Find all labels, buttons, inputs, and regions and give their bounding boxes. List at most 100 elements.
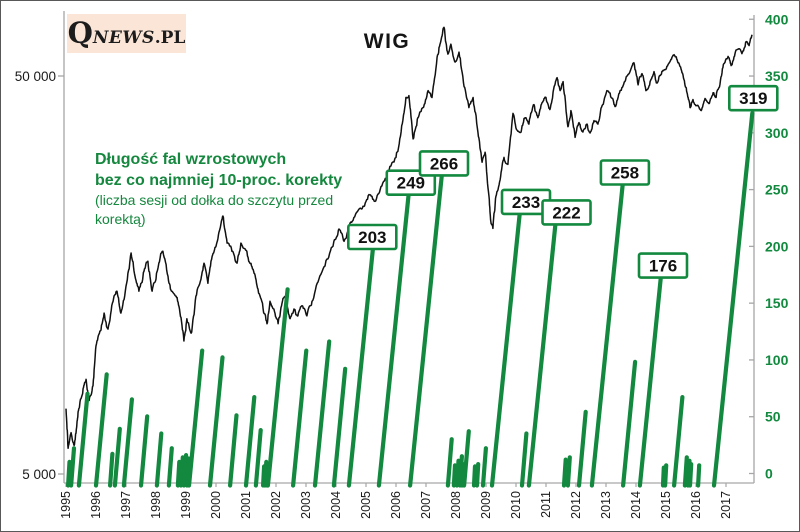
- wave-bar-10: [459, 462, 466, 488]
- year-label: 2010: [509, 491, 523, 519]
- axes: 50 000 5 000 0 50 100 150 200 250 300 350 400 1995 1…: [15, 11, 789, 519]
- left-axis-label: 50 000: [15, 69, 56, 84]
- right-axis-label: 50: [765, 409, 781, 425]
- wave-bar-7: [660, 465, 666, 488]
- wave-bar-258: [589, 180, 626, 488]
- year-label: 2012: [569, 491, 583, 519]
- year-label: 2014: [629, 491, 643, 519]
- right-axis-label: 250: [765, 182, 789, 198]
- logo-pl: .PL: [154, 28, 186, 48]
- year-label: 2000: [209, 491, 223, 519]
- year-label: 2013: [599, 491, 613, 519]
- wave-bar-41: [112, 426, 122, 488]
- wave-bar-10: [474, 462, 481, 488]
- callout-value: 233: [512, 193, 540, 212]
- callout-value: 258: [611, 164, 639, 183]
- year-label: 1995: [59, 491, 73, 519]
- annotation-line-2: bez co najmniej 10-proc. korekty: [95, 172, 343, 189]
- right-axis-label: 200: [765, 238, 789, 254]
- wave-bar-266: [408, 171, 445, 488]
- wave-bar-16: [565, 455, 572, 488]
- year-label: 2006: [389, 491, 403, 519]
- callout-box: [599, 159, 651, 186]
- wave-bar-94: [331, 366, 348, 488]
- year-label: 2017: [719, 491, 733, 519]
- right-axis-label: 0: [765, 466, 773, 482]
- right-axis-label: 150: [765, 295, 789, 311]
- annotation-line-3: (liczba sesji od dołka do szczytu przed: [95, 192, 334, 208]
- callout-box: [541, 199, 592, 226]
- right-axis-label: 100: [765, 352, 789, 368]
- wave-bars: [65, 111, 755, 488]
- wave-bar-10: [687, 462, 694, 488]
- wave-bar-222: [526, 221, 558, 488]
- wave-bar-8: [471, 464, 478, 488]
- year-label: 2002: [269, 491, 283, 519]
- wave-bar-233: [489, 208, 523, 488]
- callout-value: 249: [397, 174, 425, 193]
- wave-bar-110: [186, 348, 205, 488]
- callout-box: [418, 150, 470, 177]
- left-axis-label: 5 000: [22, 467, 56, 482]
- wave-bar-24: [480, 446, 488, 488]
- logo-news: NEWS: [92, 28, 155, 48]
- wave-bar-13: [454, 458, 461, 488]
- callout-266: 266: [418, 150, 470, 177]
- year-label: 1999: [179, 491, 193, 519]
- wig-index-line: [65, 26, 753, 450]
- callout-value: 319: [739, 89, 767, 108]
- wave-bar-16: [178, 455, 185, 488]
- annotation-line-1: Długość fal wzrostowych: [95, 151, 287, 168]
- wave-bar-53: [228, 413, 239, 488]
- callout-319: 319: [727, 84, 779, 112]
- callout-222: 222: [541, 199, 592, 226]
- callout-176: 176: [637, 252, 689, 279]
- wave-bar-37: [154, 431, 164, 488]
- year-label: 2008: [449, 491, 463, 519]
- annotation-line-4: korektą): [95, 211, 146, 227]
- callout-box: [727, 84, 779, 112]
- year-label: 2016: [689, 491, 703, 519]
- wave-bar-203: [346, 242, 376, 488]
- year-label: 2004: [329, 491, 343, 519]
- wave-bar-176: [637, 273, 664, 488]
- chart-title: WIG: [363, 30, 411, 53]
- year-label: 1997: [119, 491, 133, 519]
- wave-bar-89: [93, 372, 109, 488]
- right-axis-label: 400: [765, 11, 789, 27]
- callout-233: 233: [500, 188, 552, 216]
- wave-bar-56: [576, 409, 588, 488]
- year-label: 2001: [239, 491, 253, 519]
- qnews-logo: Q NEWS .PL: [67, 14, 186, 53]
- annotation-block: Długość fal wzrostowych bez co najmniej …: [95, 149, 342, 229]
- wave-bar-72: [76, 391, 90, 488]
- wave-bar-19: [107, 451, 115, 488]
- callout-box: [346, 223, 398, 251]
- wave-bar-249: [376, 190, 411, 488]
- wave-bar-12: [65, 459, 72, 488]
- wave-bar-67: [121, 397, 134, 488]
- wave-bar-40: [253, 428, 263, 488]
- right-axis-label: 300: [765, 125, 789, 141]
- wave-bar-32: [445, 437, 454, 488]
- callout-value: 203: [358, 228, 386, 247]
- wave-callouts: 203 249 266 233 222 258 176 319: [346, 84, 779, 279]
- logo-q: Q: [67, 16, 93, 50]
- right-axis-label: 350: [765, 68, 789, 84]
- wave-bar-164: [265, 287, 290, 488]
- wave-bar-100: [620, 359, 638, 488]
- callout-value: 266: [430, 154, 458, 173]
- year-label: 1998: [149, 491, 163, 519]
- wave-bar-24: [166, 446, 174, 488]
- callout-258: 258: [599, 159, 651, 186]
- wave-bar-39: [462, 429, 471, 488]
- wave-bar-9: [662, 463, 669, 488]
- callout-value: 222: [552, 203, 580, 222]
- wave-bar-24: [68, 446, 77, 488]
- wave-bar-18: [181, 453, 189, 488]
- wave-bar-52: [138, 414, 150, 488]
- year-label: 2015: [659, 491, 673, 519]
- wave-bar-110: [291, 348, 309, 488]
- callout-box: [637, 252, 689, 279]
